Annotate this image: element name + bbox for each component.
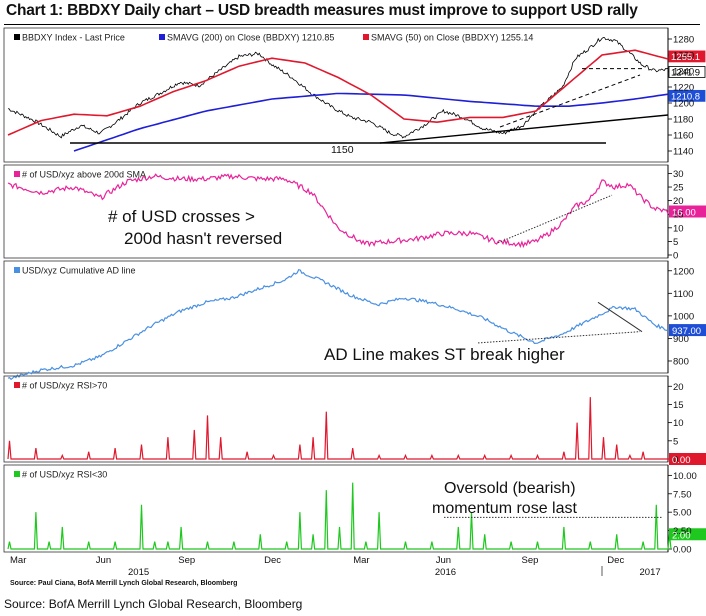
- annotation: AD Line makes ST break higher: [324, 345, 565, 364]
- y-tick-label: 1280: [673, 35, 694, 46]
- y-tick-label: 10: [673, 418, 684, 429]
- chart-title: Chart 1: BBDXY Daily chart – USD breadth…: [6, 2, 638, 19]
- legend-swatch: [159, 34, 165, 40]
- series-ad_line-0: [7, 268, 669, 381]
- last-value-box: [669, 324, 706, 337]
- y-tick-label: 0.00: [673, 545, 692, 556]
- y-tick-label: 1200: [673, 266, 694, 277]
- annotation-line-1: Oversold (bearish): [444, 480, 576, 497]
- x-tick-label: Sep: [522, 555, 539, 566]
- legend-swatch: [14, 267, 20, 273]
- trend-dotted: [497, 194, 613, 244]
- x-tick-label: Dec: [607, 555, 624, 566]
- last-value-label: 0.00: [672, 455, 691, 466]
- y-tick-label: 5: [673, 436, 678, 447]
- legend-label: USD/xyz Cumulative AD line: [22, 266, 136, 276]
- legend-swatch: [14, 171, 20, 177]
- x-tick-label: Mar: [353, 555, 369, 566]
- trend-dashed: [499, 74, 641, 128]
- legend-label: BBDXY Index - Last Price: [22, 33, 125, 43]
- last-value-box: [669, 528, 706, 541]
- x-year-label: 2017: [640, 567, 661, 578]
- annotation-line-2: momentum rose last: [432, 500, 577, 517]
- y-tick-label: 15: [673, 210, 684, 221]
- legend-swatch: [14, 382, 20, 388]
- legend-label: # of USD/xyz RSI<30: [22, 470, 107, 480]
- series-rsi70-0: [7, 397, 671, 460]
- y-tick-label: 15: [673, 400, 684, 411]
- series-price-2: [7, 49, 669, 136]
- series-rsi30-0: [7, 482, 672, 550]
- trend-line: [379, 114, 669, 144]
- x-tick-label: Jun: [96, 555, 111, 566]
- legend-label: SMAVG (50) on Close (BBDXY) 1255.14: [371, 33, 533, 43]
- x-year-label: 2015: [128, 567, 149, 578]
- last-value-box: [668, 66, 706, 78]
- last-value-label: 2.00: [672, 530, 691, 541]
- y-tick-label: 900: [673, 334, 689, 345]
- annotation-line-2: 200d hasn't reversed: [124, 229, 282, 248]
- y-tick-label: 20: [673, 196, 684, 207]
- annotation-line-1: # of USD crosses >: [108, 207, 255, 226]
- y-tick-label: 1180: [673, 115, 693, 126]
- panel-above200: [3, 164, 706, 259]
- last-value-label: 937.00: [672, 326, 701, 337]
- y-tick-label: 1220: [673, 83, 694, 94]
- panel-rsi70: [3, 375, 706, 465]
- title-rule: [4, 24, 700, 25]
- x-tick-label: Mar: [10, 555, 26, 566]
- last-value-box: [669, 453, 706, 465]
- y-tick-label: 30: [673, 169, 684, 180]
- y-tick-label: 1240: [673, 67, 694, 78]
- x-year-label: 2016: [435, 567, 456, 578]
- y-tick-label: 1140: [673, 147, 693, 158]
- source-outer: Source: BofA Merrill Lynch Global Resear…: [4, 597, 303, 611]
- y-tick-label: 1260: [673, 51, 694, 62]
- y-tick-label: 1200: [673, 99, 694, 110]
- y-tick-label: 1100: [673, 289, 693, 300]
- last-value-box: [669, 205, 706, 218]
- last-value-box: [668, 89, 706, 102]
- last-value-label: 1210.8: [671, 91, 700, 102]
- y-tick-label: 0: [673, 455, 678, 466]
- support-label: 1150: [331, 144, 354, 156]
- y-tick-label: 2.50: [673, 526, 692, 537]
- y-tick-label: 7.50: [673, 489, 692, 500]
- legend-swatch: [14, 471, 20, 477]
- y-tick-label: 10.00: [673, 471, 697, 482]
- x-tick-label: Dec: [264, 555, 281, 566]
- y-tick-label: 0: [673, 251, 678, 262]
- series-above200-0: [7, 173, 669, 249]
- legend-label: SMAVG (200) on Close (BBDXY) 1210.85: [167, 33, 334, 43]
- panel-ad_line: [3, 260, 706, 381]
- panel-frame: [3, 27, 669, 163]
- x-tick-label: Sep: [178, 555, 195, 566]
- panel-price: [3, 27, 706, 163]
- last-value-box: [668, 50, 706, 63]
- trend-down: [597, 301, 643, 333]
- legend-swatch: [363, 34, 369, 40]
- source-inner: Source: Paul Ciana, BofA Merrill Lynch G…: [10, 580, 238, 587]
- y-tick-label: 1000: [673, 311, 694, 322]
- legend-swatch: [14, 34, 20, 40]
- series-price-0: [7, 37, 669, 139]
- last-value-label: 16.00: [672, 208, 696, 219]
- y-tick-label: 10: [673, 223, 684, 234]
- legend-label: # of USD/xyz RSI>70: [22, 381, 107, 391]
- y-tick-label: 25: [673, 183, 684, 194]
- x-tick-label: Jun: [436, 555, 451, 566]
- y-tick-label: 5: [673, 237, 678, 248]
- last-value-label: 1255.1: [671, 52, 700, 63]
- legend-label: # of USD/xyz above 200d SMA: [22, 170, 146, 180]
- trend-dotted: [477, 331, 641, 344]
- y-tick-label: 5.00: [673, 508, 692, 519]
- panel-rsi30: [3, 464, 706, 576]
- last-value-label: 1241.9: [671, 67, 700, 78]
- y-tick-label: 800: [673, 356, 689, 367]
- y-tick-label: 1160: [673, 131, 693, 142]
- y-tick-label: 20: [673, 382, 684, 393]
